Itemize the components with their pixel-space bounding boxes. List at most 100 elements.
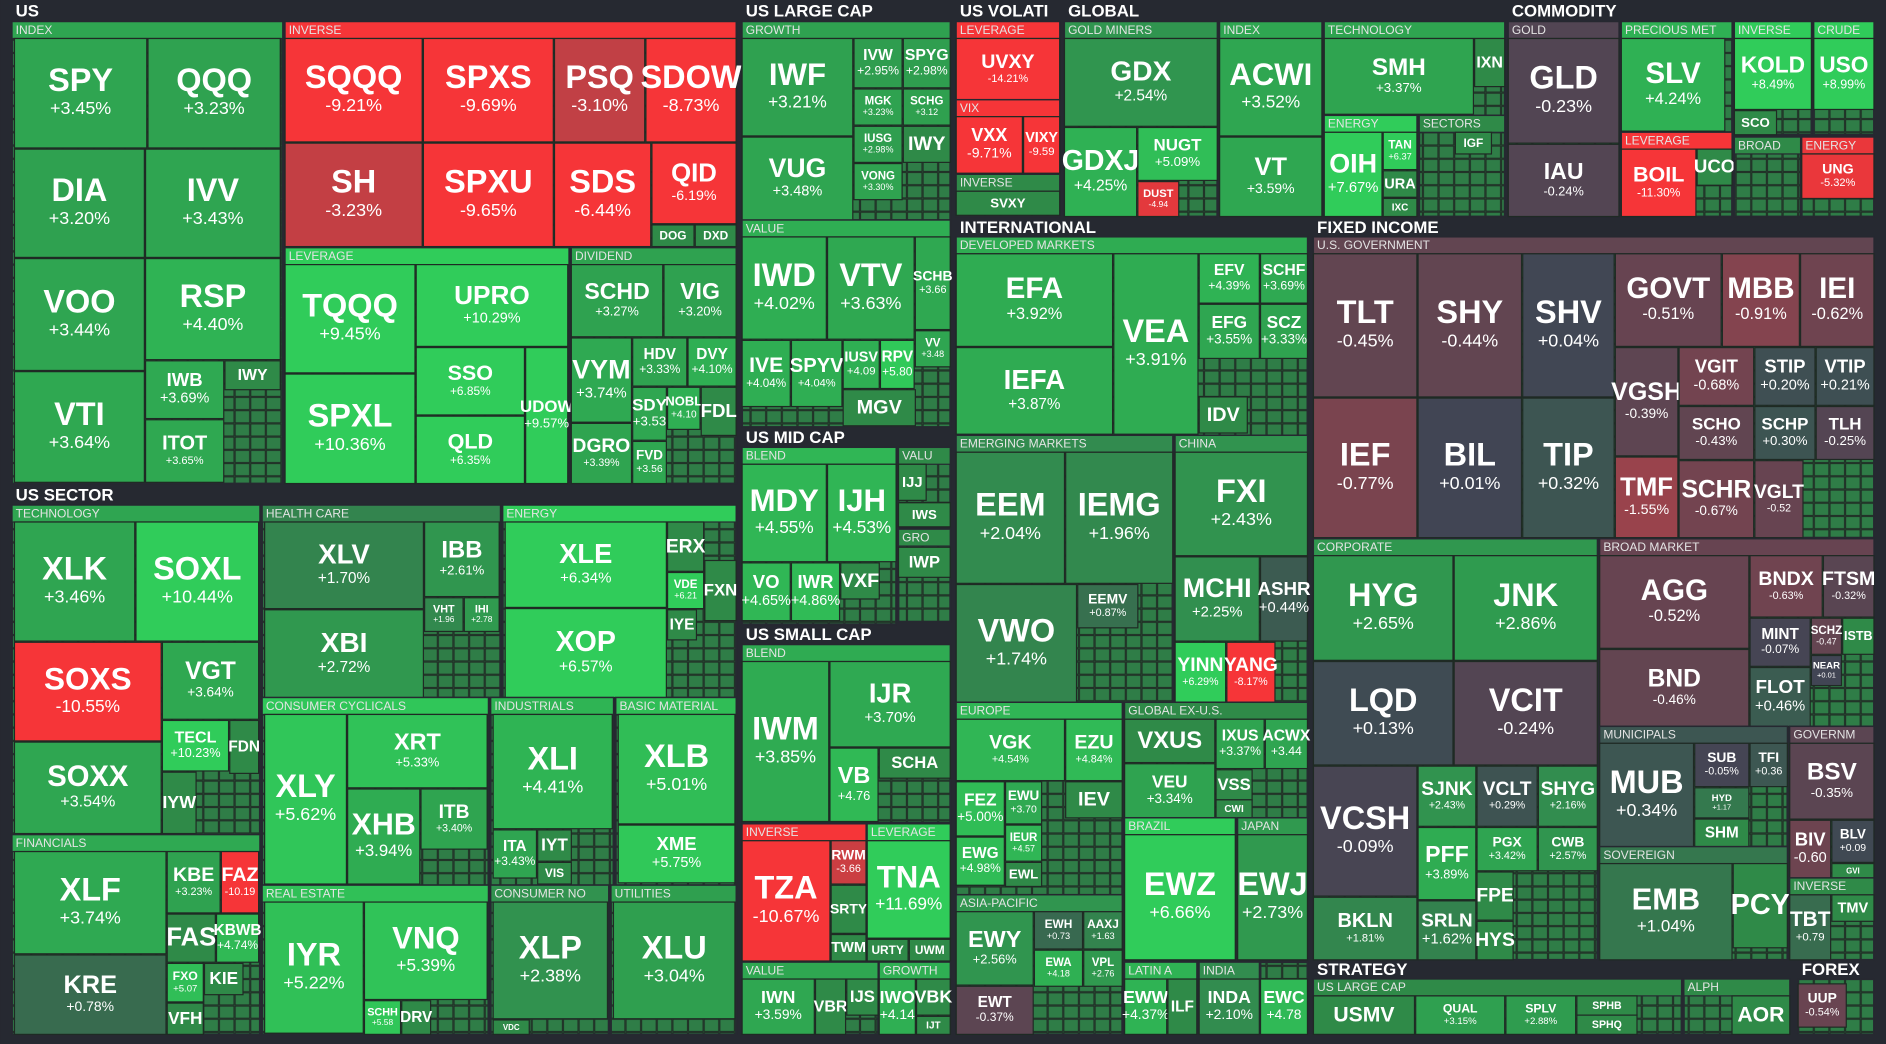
tile[interactable] [1474, 37, 1506, 88]
tile[interactable] [955, 781, 1005, 837]
tile[interactable] [955, 718, 1066, 782]
tile[interactable] [1678, 460, 1755, 539]
tile[interactable] [1382, 131, 1418, 171]
tile[interactable] [144, 257, 281, 361]
tile[interactable] [1732, 862, 1788, 949]
tile[interactable] [1063, 126, 1138, 218]
tile[interactable] [1226, 641, 1276, 704]
tile[interactable] [790, 562, 841, 622]
tile[interactable] [166, 962, 204, 1003]
tile[interactable] [1831, 819, 1875, 863]
tile[interactable] [694, 224, 737, 248]
tile[interactable] [687, 337, 737, 387]
tile[interactable] [1789, 894, 1832, 961]
tile[interactable] [363, 1000, 402, 1035]
tile[interactable] [1453, 660, 1598, 766]
tile[interactable] [1815, 405, 1875, 461]
tile[interactable] [264, 609, 425, 699]
tile[interactable] [651, 142, 737, 225]
tile[interactable] [908, 938, 951, 962]
tile[interactable] [632, 386, 667, 441]
tile[interactable] [1454, 131, 1493, 155]
tile[interactable] [570, 264, 664, 338]
tile[interactable] [1083, 911, 1123, 950]
tile[interactable] [1259, 556, 1309, 642]
tile[interactable] [1312, 765, 1418, 897]
tile[interactable] [1599, 648, 1750, 728]
tile[interactable] [612, 901, 736, 1020]
tile[interactable] [1417, 397, 1523, 539]
tile[interactable] [1065, 718, 1123, 782]
tile[interactable] [1264, 718, 1309, 770]
tile[interactable] [1815, 346, 1875, 406]
tile[interactable] [1065, 451, 1174, 584]
tile[interactable] [790, 339, 843, 408]
tile[interactable] [1754, 460, 1804, 539]
tile[interactable] [203, 962, 244, 996]
tile[interactable] [955, 190, 1061, 216]
tile[interactable] [1124, 718, 1216, 764]
tile[interactable] [401, 1000, 432, 1035]
tile[interactable] [704, 559, 737, 622]
tile[interactable] [1312, 253, 1418, 398]
tile[interactable] [866, 840, 951, 939]
tile[interactable] [1754, 346, 1816, 406]
tile[interactable] [1731, 995, 1791, 1035]
tile[interactable] [1417, 765, 1477, 827]
tile[interactable] [415, 346, 526, 416]
tile[interactable] [666, 386, 701, 430]
tile[interactable] [1522, 253, 1615, 398]
tile[interactable] [1789, 742, 1875, 820]
tile[interactable] [166, 1002, 204, 1035]
tile[interactable] [700, 386, 737, 437]
tile[interactable] [1789, 819, 1832, 879]
tile[interactable] [1476, 765, 1538, 827]
tile[interactable] [829, 747, 879, 823]
tile[interactable] [878, 747, 951, 779]
tile[interactable] [1382, 197, 1418, 218]
tile[interactable] [424, 597, 464, 633]
tile[interactable] [866, 938, 909, 962]
tile[interactable] [1505, 995, 1577, 1035]
tile[interactable] [1415, 995, 1506, 1035]
tile[interactable] [955, 985, 1034, 1035]
tile[interactable] [161, 771, 197, 835]
tile[interactable] [1259, 303, 1309, 360]
tile[interactable] [666, 609, 698, 641]
tile[interactable] [741, 37, 854, 137]
tile[interactable] [1033, 949, 1084, 987]
tile[interactable] [1004, 781, 1043, 825]
tile[interactable] [1507, 37, 1620, 144]
tile[interactable] [1620, 37, 1726, 132]
tile[interactable] [741, 136, 854, 221]
tile[interactable] [215, 913, 260, 963]
tile[interactable] [1022, 116, 1061, 174]
tile[interactable] [853, 37, 903, 89]
tile[interactable] [1476, 871, 1514, 921]
tile[interactable] [955, 583, 1078, 704]
tile[interactable] [1810, 654, 1843, 687]
tile[interactable] [1749, 666, 1811, 728]
tile[interactable] [1113, 253, 1199, 435]
tile[interactable] [1599, 862, 1733, 961]
tile[interactable] [897, 546, 951, 578]
tile[interactable] [504, 521, 667, 608]
tile[interactable] [147, 37, 281, 149]
tile[interactable] [1004, 861, 1043, 888]
tile[interactable] [13, 521, 136, 642]
tile[interactable] [1323, 131, 1383, 218]
tile[interactable] [741, 660, 830, 823]
tile[interactable] [1124, 834, 1236, 961]
tile[interactable] [224, 360, 281, 391]
tile[interactable] [1799, 253, 1875, 347]
tile[interactable] [537, 861, 572, 885]
tile[interactable] [1721, 253, 1800, 347]
tile[interactable] [666, 521, 705, 572]
tile[interactable] [1237, 834, 1309, 961]
tile[interactable] [1822, 555, 1875, 618]
tile[interactable] [347, 713, 488, 789]
tile[interactable] [1507, 143, 1620, 218]
tile[interactable] [1382, 170, 1418, 198]
tile[interactable] [1417, 826, 1477, 901]
tile[interactable] [570, 422, 633, 485]
